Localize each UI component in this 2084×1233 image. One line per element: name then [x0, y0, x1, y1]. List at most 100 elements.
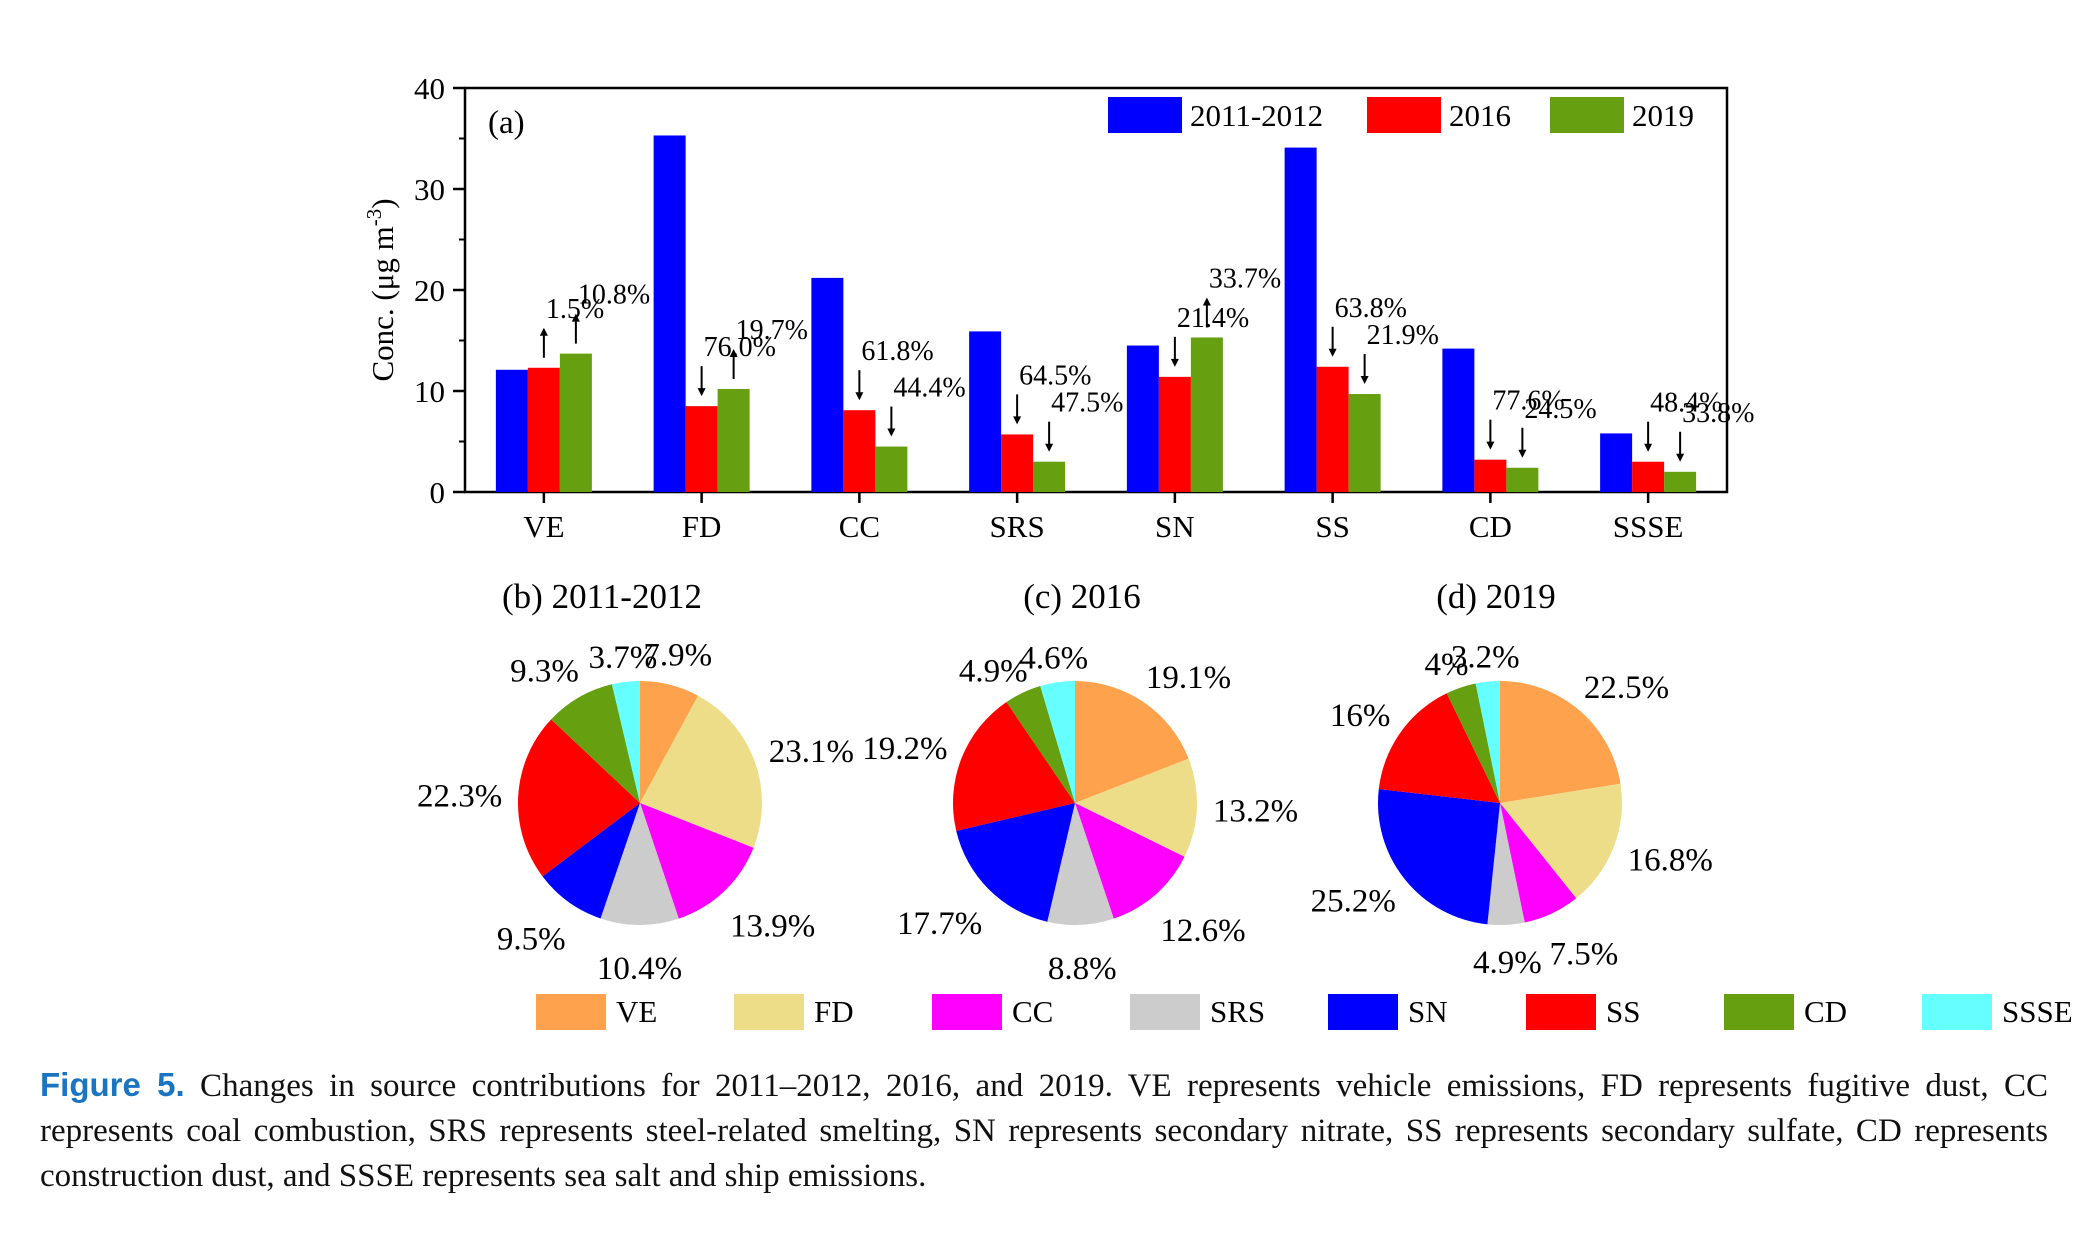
bar-ssse-2016	[1632, 461, 1665, 492]
arrow-head-up	[1202, 297, 1211, 306]
pie-value-label-fd: 16.8%	[1628, 843, 1713, 879]
y-tick-label: 20	[414, 273, 445, 308]
arrow-head-down	[1013, 416, 1022, 425]
arrow-head-down	[1170, 358, 1179, 367]
bar-cd-2011-2012	[1442, 348, 1475, 492]
bar-ss-2016	[1316, 366, 1349, 492]
bar-cd-2019	[1506, 467, 1539, 492]
x-tick-label-ve: VE	[523, 509, 564, 544]
legend-swatch-2016	[1367, 97, 1441, 133]
x-tick-label-sn: SN	[1155, 509, 1195, 544]
bar-ve-2011-2012	[495, 369, 528, 492]
arrow-head-up	[729, 348, 738, 357]
pie-slice-d-2019-ve	[1500, 681, 1621, 803]
arrow-head-down	[1644, 443, 1653, 452]
x-tick-label-ss: SS	[1315, 509, 1349, 544]
pie-value-label-cd: 4.9%	[959, 653, 1028, 689]
pie-value-label-ss: 22.3%	[417, 779, 502, 815]
change-label-cd-2019: 24.5%	[1524, 394, 1596, 425]
arrow-head-down	[1328, 348, 1337, 357]
pie-slice-c-2016-sn	[956, 803, 1075, 922]
arrow-head-down	[1360, 376, 1369, 385]
pie-title-b-2011-2012: (b) 2011-2012	[502, 577, 702, 616]
bar-fd-2019	[717, 388, 750, 492]
pie-legend-swatch-cc	[932, 994, 1002, 1030]
pie-slice-c-2016-cc	[1075, 803, 1185, 919]
bar-cc-2019	[875, 446, 908, 492]
bar-srs-2011-2012	[969, 331, 1002, 492]
change-label-fd-2019: 19.7%	[736, 315, 808, 346]
pie-legend-swatch-ss	[1526, 994, 1596, 1030]
pie-slice-c-2016-cd	[1006, 686, 1075, 803]
change-label-ss-2019: 21.9%	[1367, 320, 1439, 351]
pie-value-label-cc: 12.6%	[1160, 913, 1245, 949]
pie-slice-d-2019-ssse	[1475, 681, 1500, 803]
arrow-head-down	[1486, 441, 1495, 450]
arrow-head-down	[855, 392, 864, 401]
pie-value-label-ssse: 4.6%	[1019, 641, 1088, 677]
bar-ve-2019	[559, 353, 592, 492]
figure-caption: Figure 5. Changes in source contribution…	[40, 1062, 2048, 1199]
pie-value-label-srs: 4.9%	[1473, 945, 1542, 981]
caption-label: Figure 5.	[40, 1066, 185, 1103]
pie-slice-b-2011-2012-srs	[600, 803, 679, 926]
bar-cc-2016	[843, 410, 876, 492]
pie-value-label-ssse: 3.7%	[589, 640, 658, 676]
legend-label-2016: 2016	[1449, 98, 1511, 133]
pie-value-label-sn: 17.7%	[897, 906, 982, 942]
change-label-srs-2019: 47.5%	[1051, 388, 1123, 419]
pie-value-label-ssse: 3.2%	[1451, 640, 1520, 676]
pie-legend-swatch-fd	[734, 994, 804, 1030]
change-label-cd-2016: 77.6%	[1492, 386, 1564, 417]
bar-srs-2016	[1001, 434, 1034, 492]
y-tick-label: 10	[414, 374, 445, 409]
change-label-fd-2016: 76.0%	[704, 332, 776, 363]
bar-ve-2016	[527, 367, 560, 492]
pie-legend-swatch-srs	[1130, 994, 1200, 1030]
pie-slice-b-2011-2012-sn	[542, 803, 640, 919]
y-tick-label: 30	[414, 172, 445, 207]
pie-value-label-cd: 4%	[1425, 647, 1469, 683]
pie-value-label-sn: 9.5%	[497, 922, 566, 958]
pie-charts: (b) 2011-2012 7.9% 23.1% 13.9% 10.4% 9.5% 22.3…	[417, 577, 1713, 987]
arrow-head-down	[1518, 449, 1527, 458]
pie-slice-c-2016-ve	[1075, 681, 1189, 803]
arrow-head-up	[571, 313, 580, 322]
pie-legend-label-sn: SN	[1408, 994, 1448, 1029]
pie-slice-d-2019-sn	[1378, 789, 1500, 925]
pie-legend: VE FD CC SRS SN SS CD SSSE	[536, 994, 2073, 1030]
arrow-head-down	[1676, 453, 1685, 462]
pie-slice-b-2011-2012-ssse	[611, 681, 640, 803]
pie-legend-label-ssse: SSSE	[2002, 994, 2073, 1029]
legend-swatch-2019	[1550, 97, 1624, 133]
change-label-ss-2016: 63.8%	[1335, 293, 1407, 324]
change-label-sn-2016: 21.4%	[1177, 303, 1249, 334]
x-tick-label-ssse: SSSE	[1613, 509, 1684, 544]
arrow-head-down	[1045, 443, 1054, 452]
pie-value-label-cd: 9.3%	[510, 654, 579, 690]
bar-srs-2019	[1033, 461, 1066, 492]
change-label-cc-2019: 44.4%	[893, 373, 965, 404]
bar-sn-2011-2012	[1126, 345, 1159, 492]
pie-slice-c-2016-ssse	[1040, 681, 1075, 803]
pie-slice-d-2019-srs	[1487, 803, 1525, 926]
change-label-sn-2019: 33.7%	[1209, 263, 1281, 294]
pie-value-label-cc: 13.9%	[730, 909, 815, 945]
bar-cd-2016	[1474, 459, 1507, 492]
pie-slice-b-2011-2012-cc	[640, 803, 754, 919]
arrow-head-down	[887, 428, 896, 437]
y-tick-label: 0	[430, 475, 446, 510]
bar-ss-2011-2012	[1284, 147, 1317, 492]
arrow-head-up	[539, 327, 548, 336]
pie-slice-b-2011-2012-cd	[551, 684, 640, 803]
change-label-ssse-2016: 48.4%	[1650, 388, 1722, 419]
pie-title-d-2019: (d) 2019	[1436, 577, 1556, 616]
pie-slice-b-2011-2012-ve	[640, 681, 699, 803]
pie-legend-swatch-ssse	[1922, 994, 1992, 1030]
change-label-ssse-2019: 33.8%	[1682, 398, 1754, 429]
pie-legend-label-srs: SRS	[1210, 994, 1265, 1029]
bar-ssse-2019	[1664, 471, 1697, 492]
